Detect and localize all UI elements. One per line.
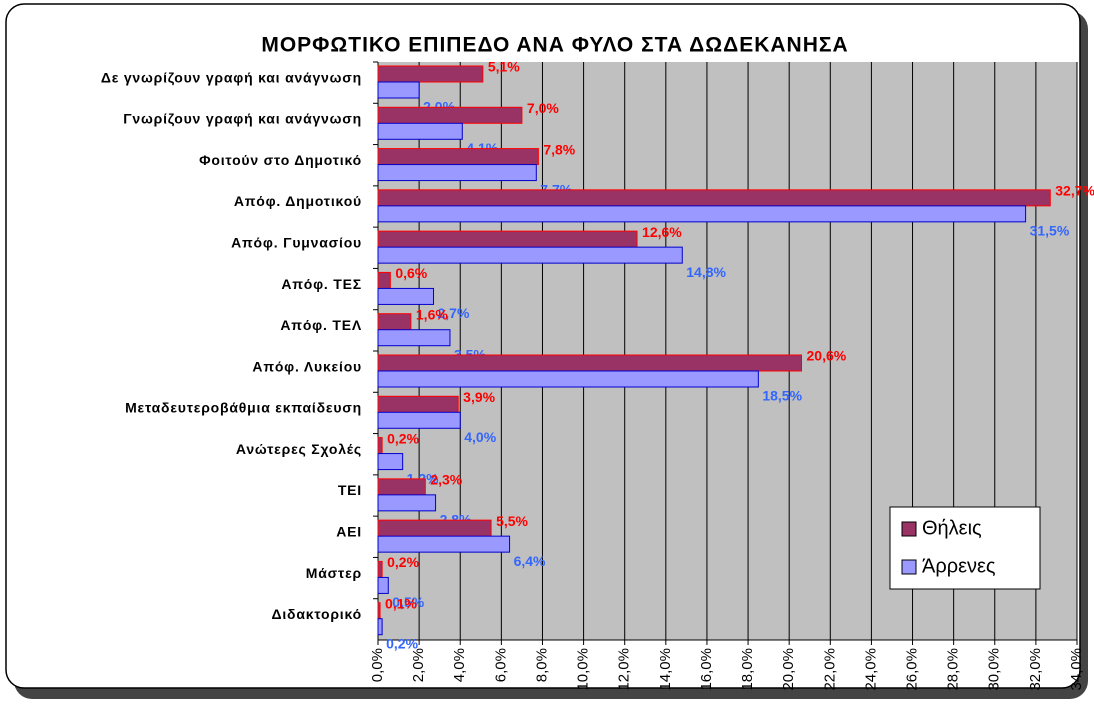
data-label: 14,8%: [686, 264, 726, 280]
bar: [377, 271, 391, 289]
x-tick-label: 2,0%: [410, 648, 427, 682]
data-label: 0,2%: [387, 554, 419, 570]
data-label: 18,5%: [762, 388, 802, 404]
data-label: 0,2%: [386, 635, 418, 651]
bar: [377, 618, 383, 636]
x-tick-label: 4,0%: [451, 648, 468, 682]
x-tick-label: 24,0%: [862, 648, 879, 691]
y-tick-label: Απόφ. Δημοτικού: [234, 193, 362, 209]
bar: [377, 395, 459, 413]
data-label: 6,4%: [514, 553, 546, 569]
bar: [377, 411, 461, 429]
bar: [377, 287, 435, 305]
y-tick-label: Απόφ. ΤΕΣ: [281, 276, 362, 292]
y-tick-label: Μεταδευτεροβάθμια εκπαίδευση: [125, 400, 362, 416]
x-tick-label: 18,0%: [739, 648, 756, 691]
data-label: 4,0%: [464, 429, 496, 445]
data-label: 5,5%: [496, 513, 528, 529]
x-tick-label: 34,0%: [1068, 648, 1085, 691]
legend-label: Θήλεις: [922, 517, 982, 539]
x-tick-label: 26,0%: [903, 648, 920, 691]
data-label: 12,6%: [642, 224, 682, 240]
bar: [377, 494, 437, 512]
x-tick-label: 0,0%: [369, 648, 386, 682]
data-label: 7,8%: [543, 141, 575, 157]
bar: [377, 329, 451, 347]
bar: [377, 519, 492, 537]
chart-title: ΜΟΡΦΩΤΙΚΟ ΕΠΙΠΕΔΟ ΑΝΑ ΦΥΛΟ ΣΤΑ ΔΩΔΕΚΑΝΗΣ…: [261, 34, 848, 57]
x-tick-label: 22,0%: [821, 648, 838, 691]
bar: [377, 205, 1027, 223]
legend-box: [889, 506, 1041, 590]
x-tick-label: 12,0%: [616, 648, 633, 691]
data-label: 31,5%: [1030, 223, 1070, 239]
y-tick-label: Απόφ. Λυκείου: [252, 358, 362, 374]
y-tick-label: Δε γνωρίζουν γραφή και ανάγνωση: [101, 69, 362, 85]
y-tick-label: Γνωρίζουν γραφή και ανάγνωση: [123, 111, 362, 127]
y-tick-label: Διδακτορικό: [271, 606, 362, 622]
x-tick-label: 14,0%: [657, 648, 674, 691]
data-label: 0,2%: [387, 430, 419, 446]
y-tick-label: Απόφ. Γυμνασίου: [231, 234, 362, 250]
bar: [377, 65, 484, 83]
legend-swatch: [901, 559, 917, 575]
bar: [377, 354, 803, 372]
data-label: 0,6%: [395, 265, 427, 281]
y-tick-label: ΑΕΙ: [336, 523, 362, 539]
bar: [377, 106, 523, 124]
x-tick-label: 28,0%: [945, 648, 962, 691]
y-tick-label: ΤΕΙ: [338, 482, 362, 498]
data-label: 1,6%: [416, 306, 448, 322]
bar: [377, 313, 412, 331]
data-label: 2,3%: [430, 472, 462, 488]
bar: [377, 230, 638, 248]
data-label: 3,9%: [463, 389, 495, 405]
x-tick-label: 16,0%: [698, 648, 715, 691]
data-label: 0,1%: [385, 595, 417, 611]
x-tick-label: 32,0%: [1027, 648, 1044, 691]
data-label: 5,1%: [488, 59, 520, 75]
x-tick-label: 30,0%: [986, 648, 1003, 691]
bar: [377, 370, 759, 388]
bar: [377, 189, 1051, 207]
bar: [377, 81, 420, 99]
bar: [377, 122, 463, 140]
y-tick-label: Μάστερ: [306, 565, 362, 581]
legend-label: Άρρενες: [922, 555, 996, 577]
x-tick-label: 20,0%: [780, 648, 797, 691]
data-label: 20,6%: [807, 348, 847, 364]
y-tick-label: Απόφ. ΤΕΛ: [280, 317, 362, 333]
x-tick-label: 10,0%: [575, 648, 592, 691]
bar: [377, 478, 426, 496]
bar: [377, 602, 381, 620]
data-label: 2,7%: [438, 305, 470, 321]
legend-swatch: [901, 521, 917, 537]
x-tick-label: 8,0%: [533, 648, 550, 682]
bar: [377, 535, 511, 553]
bar: [377, 164, 537, 182]
y-tick-label: Ανώτερες Σχολές: [236, 441, 362, 457]
x-tick-label: 6,0%: [492, 648, 509, 682]
bar: [377, 246, 683, 264]
data-label: 0,5%: [392, 594, 424, 610]
bar: [377, 148, 539, 166]
bar: [377, 576, 389, 594]
bar: [377, 437, 383, 455]
data-label: 32,7%: [1055, 183, 1094, 199]
data-label: 7,0%: [527, 100, 559, 116]
bar: [377, 453, 404, 471]
bar: [377, 560, 383, 578]
y-tick-label: Φοιτούν στο Δημοτικό: [199, 152, 362, 168]
